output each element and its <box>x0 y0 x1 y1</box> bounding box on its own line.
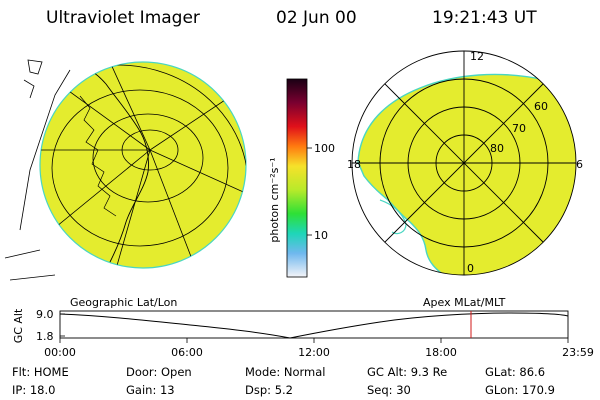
status-flt: Flt: HOME <box>12 365 69 379</box>
geographic-image <box>4 59 247 281</box>
right-panel-label: Apex MLat/MLT <box>423 296 506 309</box>
altitude-plot: GC Alt 9.0 1.8 00:00 06:00 12:00 18:00 2… <box>12 308 594 359</box>
left-panel-label: Geographic Lat/Lon <box>70 296 178 309</box>
xtick-label-0000: 00:00 <box>44 346 76 359</box>
status-gain: Gain: 13 <box>126 383 175 397</box>
status-glon: GLon: 170.9 <box>485 383 555 397</box>
mlt-label-18: 18 <box>347 158 361 171</box>
xtick-label-2359: 23:59 <box>562 346 594 359</box>
status-ip: IP: 18.0 <box>12 383 56 397</box>
status-seq: Seq: 30 <box>367 383 411 397</box>
altitude-ylabel: GC Alt <box>12 308 25 343</box>
mlt-label-6: 6 <box>576 158 583 171</box>
polar-plot: 12 18 6 0 60 70 80 <box>347 50 583 276</box>
earth-disk <box>40 62 246 268</box>
observation-time: 19:21:43 UT <box>432 8 537 28</box>
mlt-label-0: 0 <box>467 262 474 275</box>
xtick-label-0600: 06:00 <box>171 346 203 359</box>
ytick-label-9: 9.0 <box>36 308 54 321</box>
instrument-title: Ultraviolet Imager <box>46 8 200 28</box>
xtick-label-1800: 18:00 <box>425 346 457 359</box>
status-door: Door: Open <box>126 365 192 379</box>
status-dsp: Dsp: 5.2 <box>245 383 293 397</box>
status-gc-alt: GC Alt: 9.3 Re <box>367 365 448 379</box>
altitude-plot-frame <box>59 310 569 339</box>
mlt-label-12: 12 <box>470 50 484 63</box>
outer-grid-lines <box>4 59 71 281</box>
colorbar-tick-label-100: 100 <box>314 142 335 155</box>
observation-date: 02 Jun 00 <box>276 8 357 28</box>
ytick-label-1-8: 1.8 <box>36 330 54 343</box>
colorbar-gradient <box>286 78 308 278</box>
polar-diagonal-2 <box>384 83 544 243</box>
mlat-label-60: 60 <box>534 100 548 113</box>
colorbar: 100 10 photon cm⁻²s⁻¹ <box>268 78 335 278</box>
mlat-label-80: 80 <box>490 142 504 155</box>
colorbar-tick-label-10: 10 <box>314 229 328 242</box>
status-mode: Mode: Normal <box>245 365 326 379</box>
xtick-label-1200: 12:00 <box>298 346 330 359</box>
mlat-label-70: 70 <box>512 122 526 135</box>
colorbar-unit-label: photon cm⁻²s⁻¹ <box>268 157 281 242</box>
status-glat: GLat: 86.6 <box>485 365 546 379</box>
altitude-curve <box>59 312 569 339</box>
